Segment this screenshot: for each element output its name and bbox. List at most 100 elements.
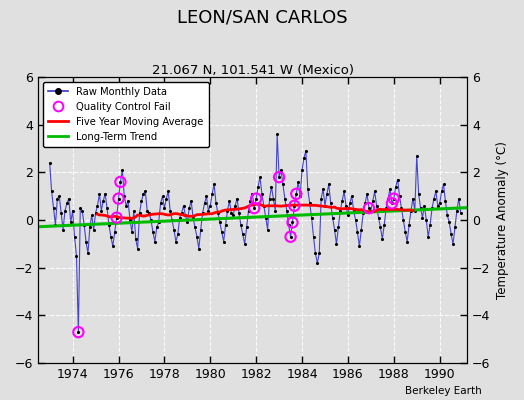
Point <box>156 200 165 206</box>
Point <box>187 198 195 204</box>
Point <box>292 191 300 197</box>
Point <box>204 207 213 214</box>
Point <box>74 329 83 335</box>
Point <box>82 238 90 245</box>
Point <box>292 191 300 197</box>
Point <box>344 212 352 218</box>
Point <box>373 202 381 209</box>
Point <box>426 222 434 228</box>
Point <box>319 186 328 192</box>
Point <box>275 174 283 180</box>
Point <box>113 214 121 221</box>
Point <box>132 236 140 242</box>
Point <box>210 181 219 188</box>
Point <box>141 188 149 195</box>
Point <box>225 198 234 204</box>
Point <box>287 234 295 240</box>
Point <box>101 191 110 197</box>
Point <box>85 224 94 230</box>
Point <box>90 226 98 233</box>
Point <box>51 222 60 228</box>
Point <box>114 196 123 202</box>
Point <box>69 207 77 214</box>
Point <box>288 219 297 226</box>
Point <box>105 222 113 228</box>
Point <box>246 198 255 204</box>
Point <box>227 210 235 216</box>
Point <box>420 202 429 209</box>
Point <box>441 198 450 204</box>
Point <box>363 191 371 197</box>
Point <box>414 191 423 197</box>
Point <box>97 207 105 214</box>
Point <box>300 155 308 161</box>
Point <box>443 212 452 218</box>
Point <box>394 176 402 183</box>
Point <box>407 207 415 214</box>
Point <box>134 246 142 252</box>
Point <box>126 217 134 223</box>
Point <box>113 214 121 221</box>
Point <box>277 167 285 173</box>
Point <box>288 219 297 226</box>
Point <box>72 253 81 259</box>
Point <box>279 181 287 188</box>
Point <box>107 234 115 240</box>
Point <box>252 196 260 202</box>
Point <box>275 174 283 180</box>
Point <box>216 219 224 226</box>
Point <box>303 186 312 192</box>
Point <box>254 184 262 190</box>
Point <box>108 243 117 250</box>
Point <box>399 217 408 223</box>
Point <box>173 231 182 238</box>
Point <box>285 222 293 228</box>
Point <box>206 202 214 209</box>
Point <box>160 205 169 211</box>
Point <box>241 241 249 247</box>
Point <box>212 200 220 206</box>
Point <box>388 200 396 206</box>
Point <box>287 234 295 240</box>
Point <box>229 212 237 218</box>
Point <box>120 193 128 200</box>
Point <box>332 241 341 247</box>
Point <box>346 200 354 206</box>
Point <box>259 202 268 209</box>
Point <box>191 224 199 230</box>
Point <box>382 205 390 211</box>
Point <box>185 205 193 211</box>
Point <box>447 231 455 238</box>
Point <box>330 226 339 233</box>
Point <box>395 193 403 200</box>
Point <box>338 198 346 204</box>
Point <box>95 191 104 197</box>
Point <box>74 329 83 335</box>
Point <box>208 191 216 197</box>
Point <box>237 222 245 228</box>
Point <box>424 234 432 240</box>
Point <box>367 207 375 214</box>
Point <box>336 207 344 214</box>
Point <box>368 198 377 204</box>
Point <box>57 210 66 216</box>
Point <box>401 229 409 235</box>
Point <box>139 191 148 197</box>
Point <box>231 202 239 209</box>
Point <box>422 217 431 223</box>
Legend: Raw Monthly Data, Quality Control Fail, Five Year Moving Average, Long-Term Tren: Raw Monthly Data, Quality Control Fail, … <box>43 82 209 147</box>
Point <box>449 241 457 247</box>
Point <box>326 200 335 206</box>
Point <box>361 200 369 206</box>
Point <box>417 205 425 211</box>
Point <box>308 214 316 221</box>
Point <box>235 210 243 216</box>
Point <box>430 196 438 202</box>
Point <box>143 207 151 214</box>
Point <box>390 196 398 202</box>
Point <box>248 191 257 197</box>
Point <box>298 167 306 173</box>
Point <box>250 205 258 211</box>
Point <box>418 214 427 221</box>
Point <box>152 224 161 230</box>
